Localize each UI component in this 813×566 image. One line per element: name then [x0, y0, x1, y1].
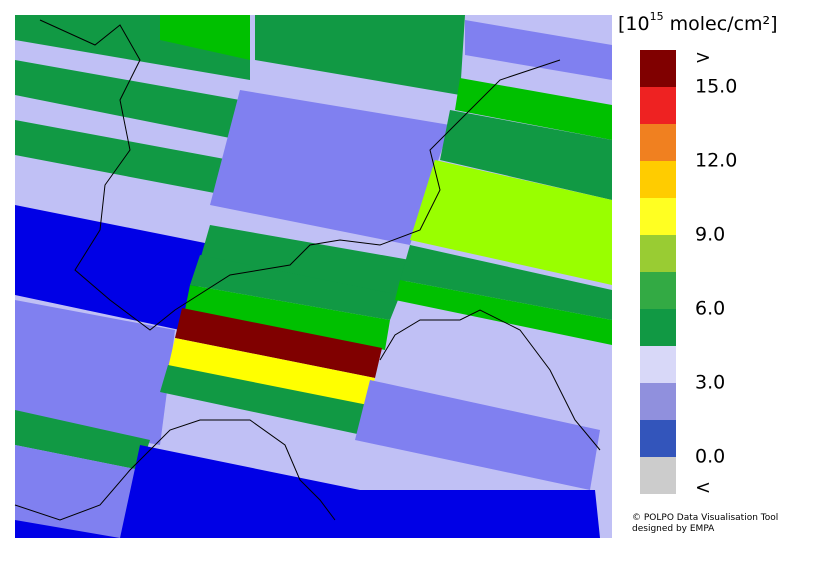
credit: © POLPO Data Visualisation Tool: [632, 513, 778, 523]
border: [39, 19, 561, 331]
swath: [395, 280, 612, 345]
legend-swatch: [640, 161, 676, 198]
legend-swatch: [640, 346, 676, 383]
legend-swatch: [640, 50, 676, 87]
coastline: [379, 309, 601, 451]
swath: [455, 78, 612, 140]
coastline: [14, 419, 336, 521]
legend-label: >: [695, 47, 711, 69]
legend-label: 6.0: [695, 298, 725, 320]
legend-swatch: [640, 198, 676, 235]
swath: [15, 205, 215, 330]
swath: [120, 445, 600, 538]
map: [14, 15, 612, 538]
swath: [255, 15, 465, 95]
legend-swatch: [640, 87, 676, 124]
swath: [200, 225, 410, 300]
legend-swatch: [640, 235, 676, 272]
swath: [15, 410, 150, 470]
swath: [15, 300, 175, 445]
swath: [400, 245, 612, 320]
legend-swatch: [640, 457, 676, 494]
legend-swatch: [640, 309, 676, 346]
swath: [15, 60, 240, 140]
swath: [210, 90, 450, 245]
legend-label: 9.0: [695, 224, 725, 246]
legend-title-unit: molec/cm²]: [664, 13, 778, 35]
swath: [160, 365, 368, 435]
legend-label: <: [695, 477, 711, 499]
swath: [160, 15, 250, 60]
swath: [168, 338, 375, 408]
swath: [15, 520, 120, 538]
swath: [15, 445, 140, 538]
legend-swatch: [640, 272, 676, 309]
legend-swatch: [640, 383, 676, 420]
legend-title: [1015 molec/cm²]: [618, 10, 778, 35]
credit: designed by EMPA: [632, 524, 715, 534]
swath: [355, 380, 600, 490]
legend-label: 3.0: [695, 372, 725, 394]
legend-swatch: [640, 124, 676, 161]
swath: [15, 120, 230, 195]
swath: [185, 285, 390, 350]
swath: [410, 160, 612, 285]
legend-label: 0.0: [695, 446, 725, 468]
legend: >15.0 12.0 9.0 6.0 3.0 0.0 <: [640, 47, 737, 499]
swath: [175, 308, 382, 378]
swath: [440, 110, 612, 200]
swath: [190, 255, 400, 320]
legend-label: 15.0: [695, 76, 737, 98]
legend-swatch: [640, 420, 676, 457]
swath: [465, 20, 612, 80]
legend-label: 12.0: [695, 150, 737, 172]
legend-title-exponent: 15: [650, 10, 664, 23]
legend-title-base: [10: [618, 13, 650, 35]
